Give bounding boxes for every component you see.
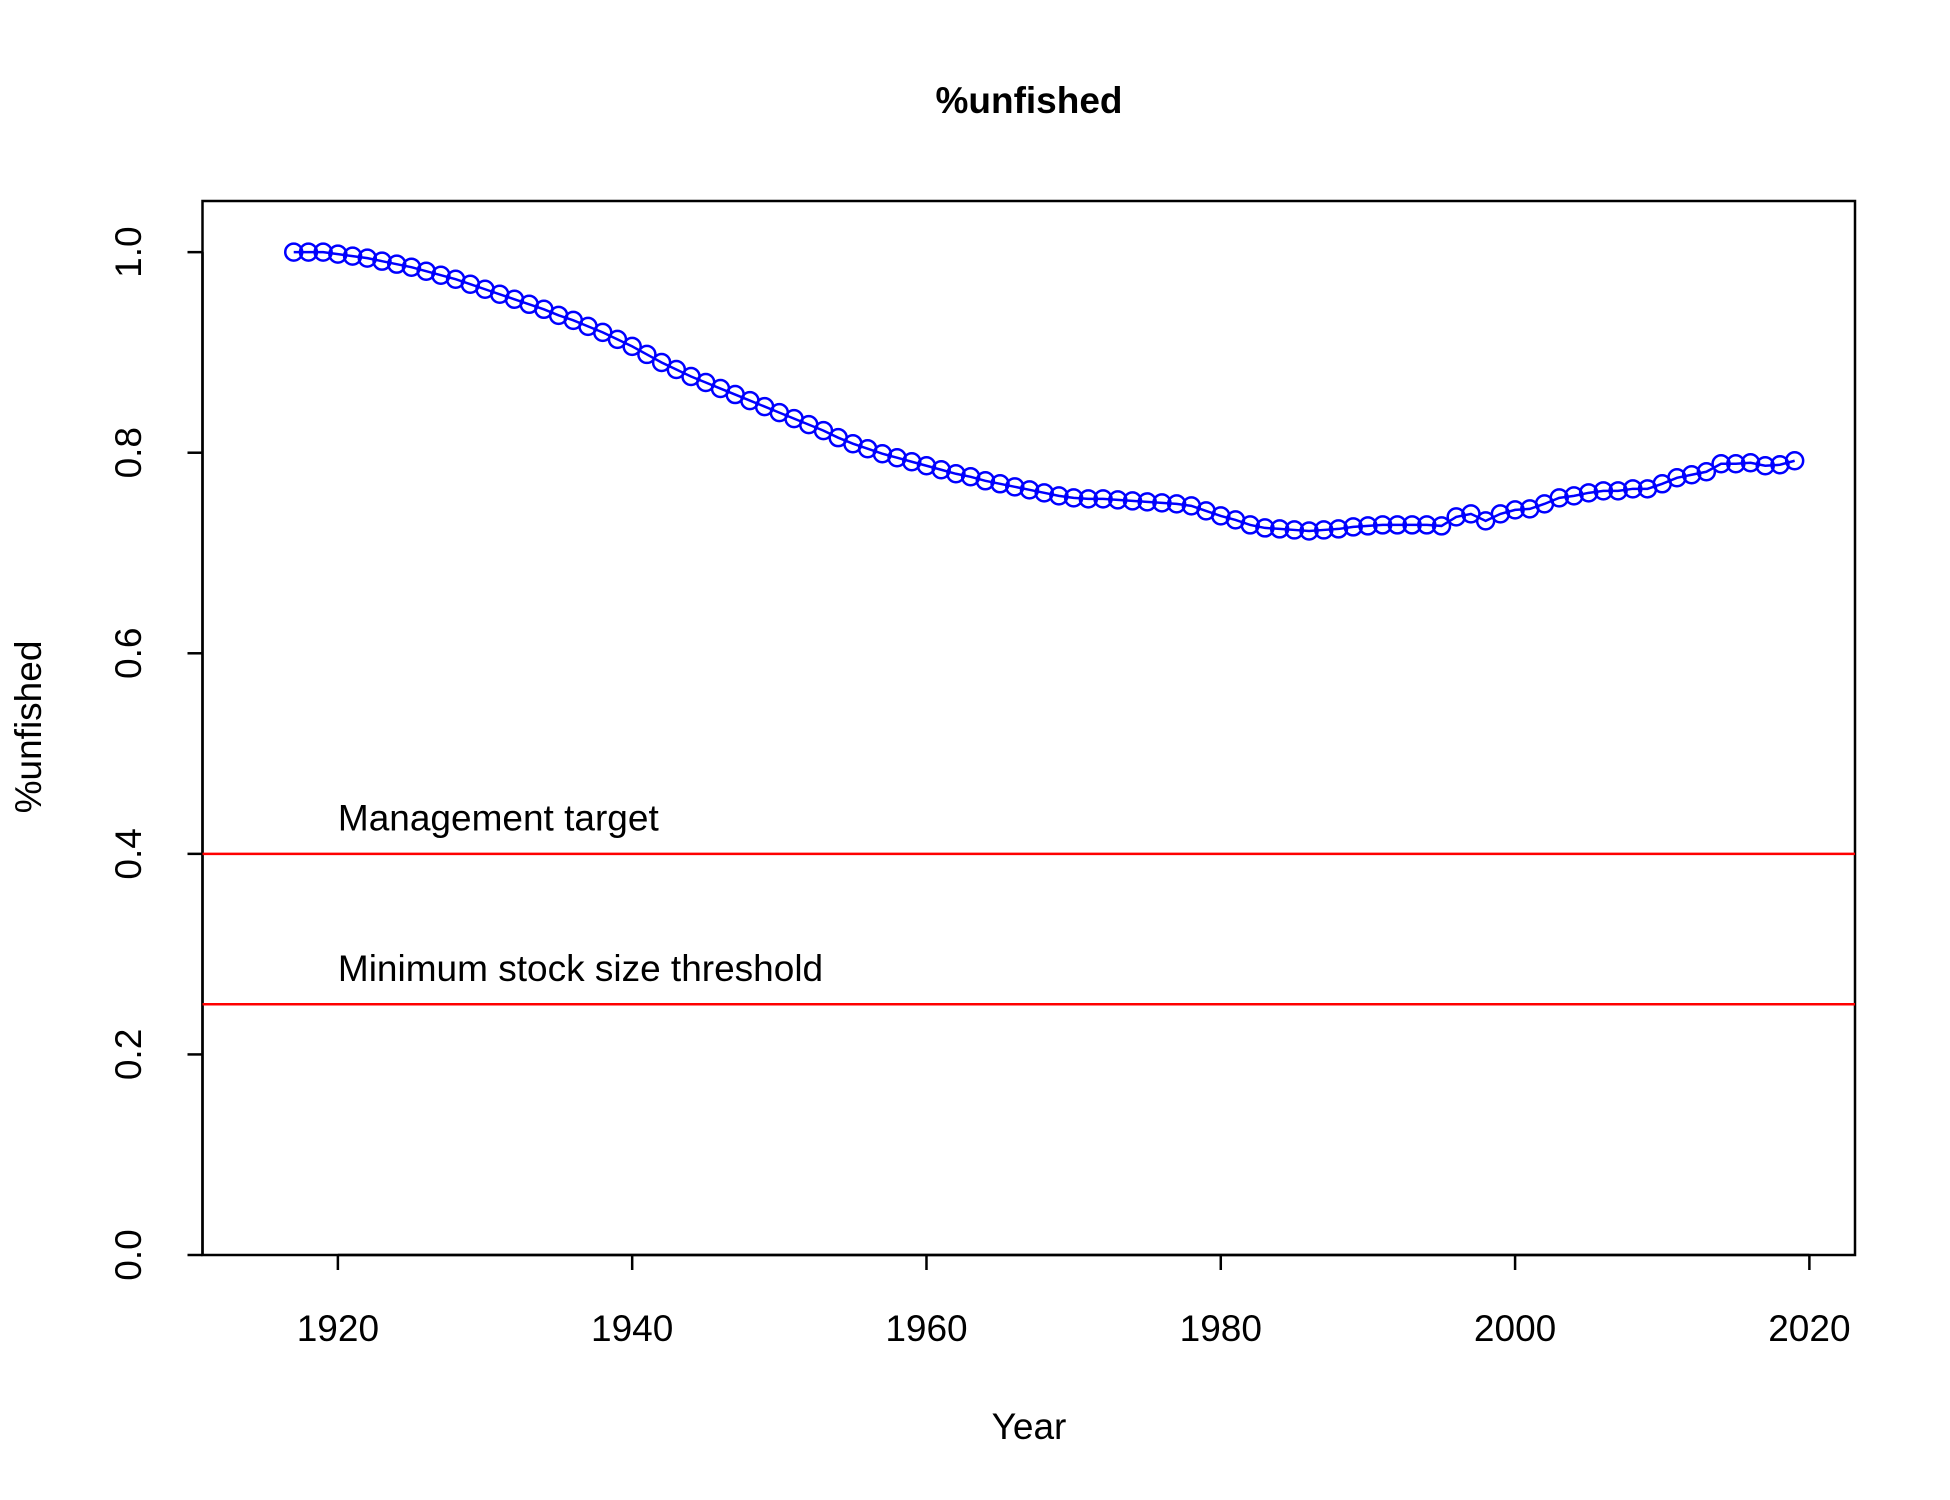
data-point [1740, 452, 1761, 473]
y-tick-label: 1.0 [108, 226, 149, 277]
data-point [1299, 521, 1319, 541]
data-point [1284, 520, 1305, 540]
data-point [1240, 515, 1260, 535]
data-point [1255, 518, 1275, 538]
data-point [1019, 480, 1040, 500]
data-point [1063, 488, 1084, 508]
data-point [342, 246, 363, 266]
data-point [1049, 486, 1069, 506]
x-tick-label: 2020 [1768, 1308, 1850, 1349]
data-point [1343, 517, 1363, 537]
data-point [1137, 492, 1157, 512]
data-point [1755, 456, 1775, 476]
data-point [1711, 453, 1731, 474]
x-tick-label: 1940 [591, 1308, 673, 1349]
data-point [990, 474, 1010, 494]
data-point [946, 464, 966, 484]
series-line [293, 250, 1795, 533]
plot-box [201, 199, 1857, 1257]
data-point [283, 242, 304, 262]
x-axis-label: Year [992, 1406, 1067, 1447]
chart-title: %unfished [935, 80, 1122, 121]
data-point [1578, 483, 1599, 503]
x-tick-label: 1960 [885, 1308, 967, 1349]
data-point [1608, 481, 1628, 501]
y-tick-label: 0.0 [108, 1229, 149, 1280]
data-point [313, 242, 333, 262]
data-point [1269, 519, 1290, 539]
data-point [1696, 462, 1717, 482]
y-tick-label: 0.2 [108, 1029, 149, 1080]
data-point [1726, 453, 1746, 474]
data-point [975, 471, 996, 491]
x-tick-label: 1980 [1180, 1308, 1262, 1349]
data-point [1623, 479, 1643, 499]
y-tick-label: 0.8 [108, 427, 149, 478]
data-point [1446, 507, 1466, 527]
data-point [1593, 481, 1614, 501]
data-point [1372, 515, 1393, 535]
data-point [622, 336, 642, 357]
data-point [357, 248, 378, 268]
data-point [1505, 500, 1525, 520]
y-axis-label: %unfished [8, 641, 49, 814]
data-point [1152, 493, 1172, 513]
data-point [1328, 519, 1349, 539]
data-point [328, 244, 348, 264]
data-point [372, 251, 392, 271]
data-point [1387, 515, 1408, 535]
data-point [386, 254, 407, 274]
data-point [1078, 489, 1099, 509]
reference-label: Management target [338, 798, 660, 839]
data-point [298, 242, 319, 262]
y-tick-label: 0.6 [108, 628, 149, 679]
data-point [1681, 465, 1702, 485]
data-point [1784, 450, 1805, 471]
data-point [1122, 491, 1143, 511]
x-tick-label: 2000 [1474, 1308, 1556, 1349]
data-point [1166, 494, 1187, 514]
y-tick-label: 0.4 [108, 828, 149, 879]
reference-label: Minimum stock size threshold [338, 948, 823, 989]
data-point [1005, 477, 1025, 497]
data-point [1314, 520, 1334, 540]
data-point [1667, 468, 1687, 488]
data-point [1431, 516, 1452, 536]
x-tick-label: 1920 [297, 1308, 379, 1349]
data-point [1402, 515, 1422, 535]
data-point [1358, 516, 1378, 536]
data-point [1093, 489, 1113, 509]
data-point [1034, 483, 1054, 503]
data-point [1417, 515, 1437, 535]
data-point [1564, 486, 1584, 506]
data-point [1549, 488, 1569, 508]
data-point [1108, 490, 1128, 510]
data-point [637, 344, 657, 365]
